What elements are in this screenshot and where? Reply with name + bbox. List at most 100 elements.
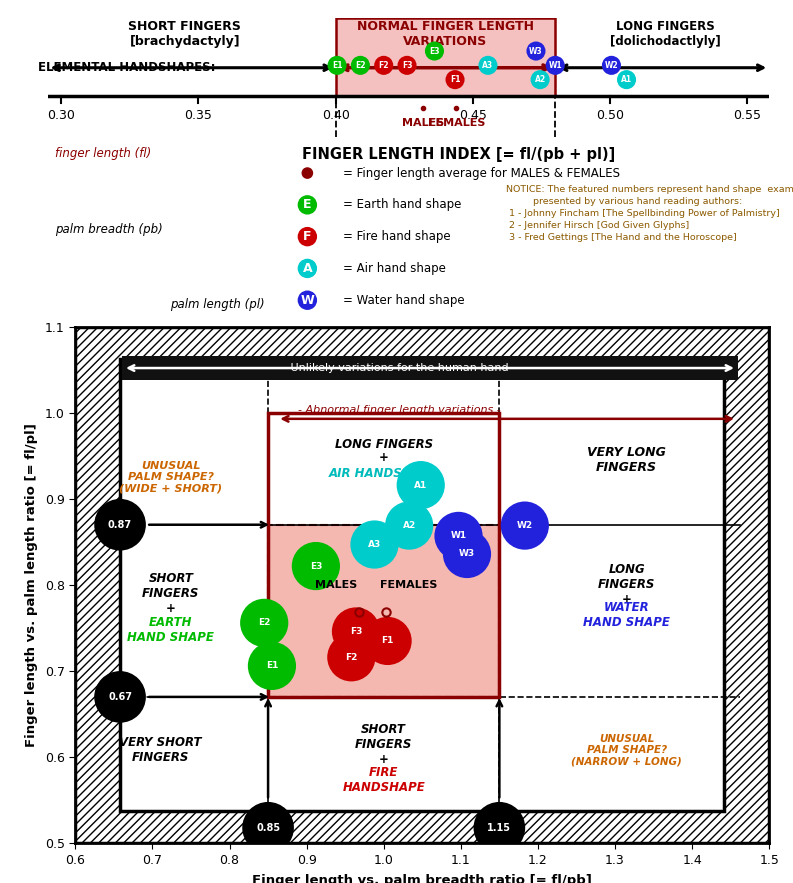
Text: W2: W2 [604,61,619,70]
Text: MALES: MALES [402,117,445,127]
Text: F2: F2 [345,653,358,661]
Text: 0.67: 0.67 [108,692,132,702]
Text: SHORT
FINGERS
+: SHORT FINGERS + [142,572,200,615]
Ellipse shape [242,802,294,854]
Ellipse shape [602,56,621,75]
Bar [268,413,500,697]
Text: F3: F3 [402,61,412,70]
Text: palm length (pl): palm length (pl) [170,298,265,311]
Text: NOTICE: The featured numbers represent hand shape  examples
         presented b: NOTICE: The featured numbers represent h… [506,185,793,242]
Text: 0.30: 0.30 [48,109,75,123]
Text: E1: E1 [331,61,343,70]
Bar [121,356,738,380]
Ellipse shape [435,512,483,560]
Ellipse shape [617,70,636,89]
Text: LONG FINGERS
[dolichodactlyly]: LONG FINGERS [dolichodactlyly] [610,20,720,48]
Text: 0.50: 0.50 [596,109,624,123]
Text: W1: W1 [549,61,562,70]
Text: A3: A3 [368,540,381,549]
Text: F1: F1 [381,637,394,645]
Text: = Earth hand shape: = Earth hand shape [343,199,462,211]
Bar [268,525,500,697]
Text: - Abnormal finger length variations -: - Abnormal finger length variations - [297,405,500,415]
Ellipse shape [546,56,565,75]
Ellipse shape [297,195,317,215]
Text: UNUSUAL
PALM SHAPE?
(NARROW + LONG): UNUSUAL PALM SHAPE? (NARROW + LONG) [571,734,682,766]
Text: A2: A2 [403,521,416,530]
Ellipse shape [396,461,445,509]
Text: VERY LONG
FINGERS: VERY LONG FINGERS [587,446,666,474]
Text: 0.55: 0.55 [734,109,761,123]
Text: LONG
FINGERS
+: LONG FINGERS + [598,563,655,607]
Text: W: W [301,294,314,306]
Ellipse shape [473,802,525,854]
Ellipse shape [531,70,550,89]
Text: palm breadth (pb): palm breadth (pb) [55,223,163,236]
Text: = Fire hand shape: = Fire hand shape [343,230,451,243]
Ellipse shape [385,502,433,550]
Text: finger length (fl): finger length (fl) [55,147,151,160]
Text: VERY SHORT
FINGERS: VERY SHORT FINGERS [119,736,201,765]
Ellipse shape [478,56,497,75]
Text: W3: W3 [459,549,475,558]
Text: 0.45: 0.45 [459,109,487,123]
Text: FIRE
HANDSHAPE: FIRE HANDSHAPE [343,766,425,794]
Text: LONG FINGERS: LONG FINGERS [335,438,433,451]
Text: A1: A1 [621,75,632,84]
Text: = Finger length average for MALES & FEMALES: = Finger length average for MALES & FEMA… [343,167,620,179]
Ellipse shape [331,608,380,655]
Text: 0.40: 0.40 [322,109,350,123]
Bar [120,359,725,811]
Text: F1: F1 [450,75,460,84]
Ellipse shape [328,56,347,75]
Bar [120,359,725,811]
Text: AIR HANDSHAPE: AIR HANDSHAPE [329,466,439,479]
Text: E3: E3 [429,47,439,56]
Text: FEMALES: FEMALES [381,580,438,590]
Text: W2: W2 [517,521,533,530]
Ellipse shape [292,542,340,590]
Text: E1: E1 [266,661,278,670]
Text: F: F [303,230,312,243]
Text: 0.87: 0.87 [108,520,132,530]
Ellipse shape [351,56,370,75]
Ellipse shape [500,502,549,550]
Text: E2: E2 [258,618,270,627]
Ellipse shape [297,259,317,278]
Ellipse shape [527,42,546,61]
Text: = Air hand shape: = Air hand shape [343,262,446,275]
Text: A: A [303,262,312,275]
Text: W1: W1 [450,532,466,540]
Text: WATER
HAND SHAPE: WATER HAND SHAPE [583,601,670,629]
Ellipse shape [248,642,296,690]
Text: 1.15: 1.15 [488,823,511,833]
Text: E: E [303,199,312,211]
Text: ELEMENTAL HANDSHAPES:: ELEMENTAL HANDSHAPES: [38,61,216,74]
Ellipse shape [94,671,146,722]
Ellipse shape [425,42,444,61]
Ellipse shape [363,617,412,665]
Text: SHORT
FINGERS
+: SHORT FINGERS + [355,723,412,766]
Bar [335,18,555,96]
Text: A2: A2 [534,75,546,84]
Text: 0.35: 0.35 [185,109,213,123]
Text: F2: F2 [378,61,389,70]
Text: = Water hand shape: = Water hand shape [343,294,465,306]
Text: 0.85: 0.85 [256,823,280,833]
Ellipse shape [446,70,465,89]
Ellipse shape [297,291,317,310]
Text: E3: E3 [310,562,322,570]
Text: NORMAL FINGER LENGTH
VARIATIONS: NORMAL FINGER LENGTH VARIATIONS [357,20,534,48]
Text: EARTH
HAND SHAPE: EARTH HAND SHAPE [128,615,214,644]
Text: FINGER LENGTH INDEX [= fl/(pb + pl)]: FINGER LENGTH INDEX [= fl/(pb + pl)] [302,147,615,162]
Text: SHORT FINGERS
[brachydactyly]: SHORT FINGERS [brachydactyly] [128,20,241,48]
Text: W3: W3 [529,47,542,56]
Ellipse shape [442,530,491,578]
Y-axis label: Finger length vs. palm length ratio [= fl/pl]: Finger length vs. palm length ratio [= f… [25,423,38,747]
Ellipse shape [374,56,393,75]
Text: UNUSUAL
PALM SHAPE?
(WIDE + SHORT): UNUSUAL PALM SHAPE? (WIDE + SHORT) [120,461,223,494]
Text: FEMALES: FEMALES [427,117,485,127]
Text: A1: A1 [414,480,427,489]
Text: F3: F3 [350,627,362,636]
Text: MALES: MALES [315,580,357,590]
